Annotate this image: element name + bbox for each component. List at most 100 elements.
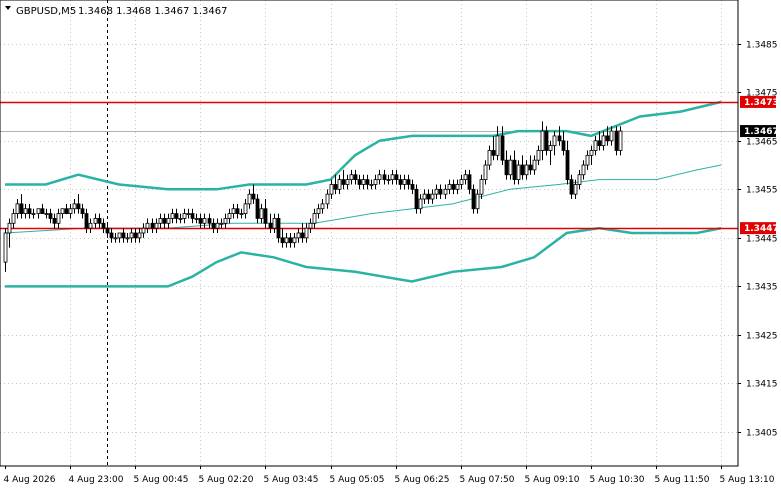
candle-body xyxy=(320,203,325,210)
candle-body xyxy=(459,179,464,185)
candle-body xyxy=(455,184,460,190)
candle-body xyxy=(284,237,289,244)
candle-body xyxy=(532,159,537,171)
candle-body xyxy=(268,222,273,229)
bollinger-middle-band xyxy=(4,164,722,234)
candle-body xyxy=(219,222,224,225)
candle-body xyxy=(215,222,220,229)
candle-body xyxy=(239,213,244,215)
candle-body xyxy=(36,208,41,214)
candle-body xyxy=(56,213,61,224)
candle-body xyxy=(105,227,110,234)
y-tick-label: 1.3475 xyxy=(746,89,778,99)
level-price-tag xyxy=(740,222,776,235)
candle-body xyxy=(382,174,387,181)
candle-body xyxy=(80,208,85,214)
candle-body xyxy=(44,213,49,215)
candle-body xyxy=(349,174,354,181)
x-tick-label: 5 Aug 00:45 xyxy=(134,475,189,485)
candle-body xyxy=(597,140,602,147)
candle-body xyxy=(251,193,256,200)
price-axis: 1.3485 1.3475 1.3465 1.3455 1.3445 1.3435 1.34… xyxy=(738,41,778,439)
candle-body xyxy=(618,130,623,151)
x-tick-label: 5 Aug 05:05 xyxy=(330,475,385,485)
bollinger-lower-band xyxy=(5,226,722,288)
candle-body xyxy=(125,237,130,240)
candle-body xyxy=(365,179,370,185)
candle-body xyxy=(11,213,16,224)
candle-body xyxy=(443,188,448,195)
candle-body xyxy=(325,193,330,205)
candle-body xyxy=(223,218,228,224)
candle-body xyxy=(243,203,248,214)
candle-body xyxy=(345,179,350,185)
candle-body xyxy=(76,203,81,210)
candle-body xyxy=(31,213,36,215)
candle-body xyxy=(601,135,606,147)
candle-body xyxy=(569,179,574,195)
x-tick-label: 5 Aug 07:50 xyxy=(460,475,515,485)
candle-body xyxy=(593,140,598,151)
candle-body xyxy=(333,184,338,190)
candle-body xyxy=(438,188,443,195)
candle-body xyxy=(97,218,102,224)
candle-body xyxy=(23,208,28,214)
candle-body xyxy=(288,237,293,244)
candle-body xyxy=(377,174,382,181)
candle-body xyxy=(308,222,313,229)
candle-body xyxy=(198,218,203,224)
candle-body xyxy=(227,213,232,219)
candle-body xyxy=(231,208,236,214)
y-tick-label: 1.3485 xyxy=(746,41,778,51)
candle-body xyxy=(259,208,264,219)
candle-body xyxy=(121,232,126,239)
candle-body xyxy=(341,179,346,185)
symbol-label: GBPUSD,M5 xyxy=(16,6,76,17)
candle-body xyxy=(19,203,24,214)
candle-body xyxy=(394,174,399,181)
candle-body xyxy=(430,193,435,200)
candle-body xyxy=(272,218,277,229)
candle-body xyxy=(194,218,199,220)
candle-body xyxy=(292,237,297,244)
candle-body xyxy=(101,222,106,229)
candle-body xyxy=(552,135,557,147)
candle-body xyxy=(52,218,57,224)
candle-body xyxy=(463,174,468,181)
candle-body xyxy=(15,203,20,214)
candle-body xyxy=(605,135,610,142)
candle-body xyxy=(60,208,65,214)
candle-body xyxy=(426,193,431,200)
candle-body xyxy=(166,218,171,224)
candle-body xyxy=(145,222,150,229)
chart-header: GBPUSD,M5 1.3468 1.3468 1.3467 1.3467 xyxy=(5,6,228,17)
y-tick-label: 1.3455 xyxy=(746,186,778,196)
candle-body xyxy=(483,164,488,181)
candle-body xyxy=(524,164,529,176)
candle-body xyxy=(471,188,476,210)
candle-body xyxy=(504,159,509,176)
candle-body xyxy=(150,222,155,229)
candle-body xyxy=(361,179,366,185)
candle-body xyxy=(418,198,423,210)
candle-body xyxy=(406,179,411,185)
candle-body xyxy=(48,213,53,219)
candle-body xyxy=(84,213,89,229)
candle-body xyxy=(27,208,32,214)
candle-body xyxy=(614,130,619,151)
candle-body xyxy=(113,237,118,240)
x-tick-label: 4 Aug 23:00 xyxy=(69,475,124,485)
x-tick-label: 5 Aug 03:45 xyxy=(264,475,319,485)
y-tick-label: 1.3445 xyxy=(746,235,778,245)
x-tick-label: 4 Aug 2026 xyxy=(4,475,56,485)
candle-body xyxy=(72,203,77,210)
candle-body xyxy=(410,184,415,190)
candle-body xyxy=(561,140,566,151)
candle-body xyxy=(40,208,45,214)
candle-body xyxy=(540,130,545,151)
candle-body xyxy=(312,213,317,224)
candles xyxy=(3,121,623,272)
candle-body xyxy=(479,179,484,195)
